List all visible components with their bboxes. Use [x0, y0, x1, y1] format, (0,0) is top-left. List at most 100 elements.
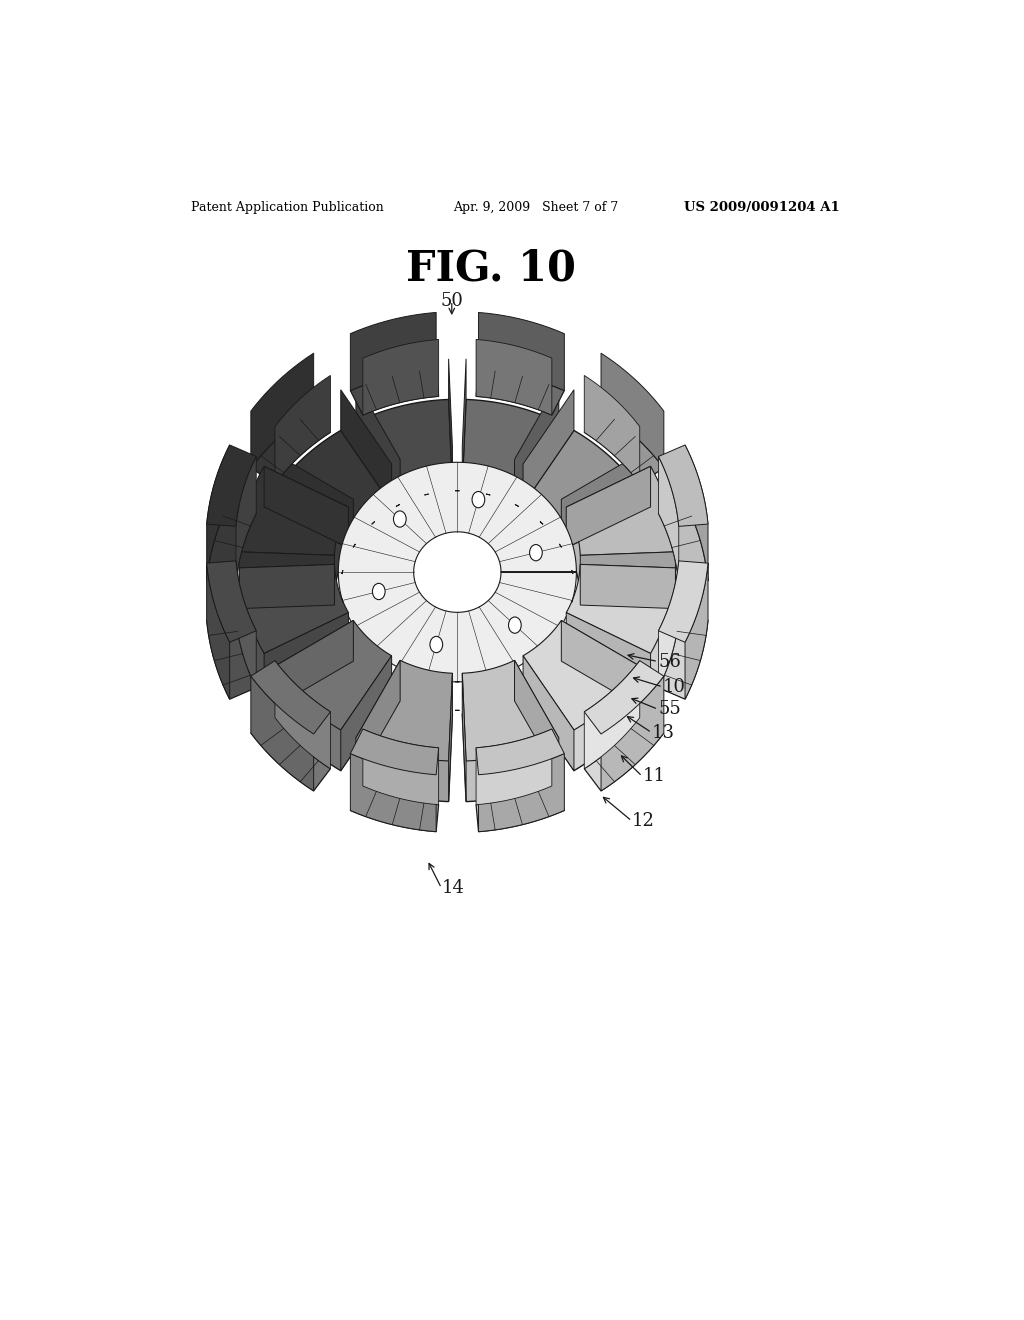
Polygon shape: [658, 457, 679, 583]
Polygon shape: [476, 785, 564, 832]
Text: Apr. 9, 2009   Sheet 7 of 7: Apr. 9, 2009 Sheet 7 of 7: [454, 201, 618, 214]
Polygon shape: [658, 502, 708, 583]
Polygon shape: [240, 552, 335, 597]
Polygon shape: [658, 561, 679, 688]
Polygon shape: [571, 570, 572, 574]
Polygon shape: [207, 445, 229, 581]
Polygon shape: [396, 667, 399, 668]
Text: 55: 55: [658, 701, 681, 718]
Polygon shape: [342, 598, 343, 602]
Polygon shape: [515, 694, 519, 697]
Text: 13: 13: [652, 723, 675, 742]
Circle shape: [472, 491, 484, 508]
Polygon shape: [350, 313, 436, 391]
Polygon shape: [523, 656, 573, 771]
Polygon shape: [353, 653, 355, 657]
Polygon shape: [342, 627, 343, 631]
Polygon shape: [462, 673, 466, 801]
Polygon shape: [514, 381, 559, 500]
Polygon shape: [476, 339, 552, 414]
Polygon shape: [350, 754, 436, 832]
Polygon shape: [585, 375, 640, 483]
Polygon shape: [571, 627, 572, 631]
Polygon shape: [362, 339, 438, 414]
Polygon shape: [350, 370, 438, 414]
Polygon shape: [353, 544, 355, 548]
Polygon shape: [449, 359, 453, 487]
Polygon shape: [658, 561, 708, 643]
Polygon shape: [585, 411, 664, 483]
Polygon shape: [207, 564, 229, 700]
Circle shape: [529, 545, 543, 561]
Polygon shape: [350, 729, 438, 775]
Polygon shape: [207, 502, 256, 583]
Text: 56: 56: [658, 652, 681, 671]
Polygon shape: [559, 626, 561, 628]
Polygon shape: [396, 504, 399, 507]
Polygon shape: [581, 565, 676, 609]
Text: Patent Application Publication: Patent Application Publication: [191, 201, 384, 214]
Polygon shape: [275, 660, 331, 768]
Polygon shape: [462, 359, 466, 487]
Polygon shape: [523, 430, 642, 540]
Polygon shape: [251, 718, 331, 791]
Polygon shape: [658, 445, 708, 527]
Polygon shape: [523, 620, 642, 730]
Polygon shape: [559, 653, 561, 657]
Polygon shape: [566, 605, 676, 694]
Polygon shape: [272, 661, 391, 771]
Polygon shape: [540, 677, 543, 680]
Polygon shape: [240, 565, 335, 609]
Polygon shape: [372, 648, 375, 651]
Text: 14: 14: [441, 879, 464, 898]
Polygon shape: [462, 701, 559, 801]
Polygon shape: [264, 466, 348, 548]
Polygon shape: [356, 400, 453, 500]
Polygon shape: [362, 729, 438, 805]
Polygon shape: [585, 660, 640, 768]
Polygon shape: [240, 466, 348, 556]
Polygon shape: [251, 676, 313, 791]
Polygon shape: [272, 620, 353, 708]
Polygon shape: [514, 660, 559, 779]
Polygon shape: [341, 389, 391, 504]
Polygon shape: [685, 445, 708, 581]
Text: 11: 11: [642, 767, 666, 785]
Polygon shape: [372, 521, 375, 524]
Polygon shape: [540, 521, 543, 524]
Polygon shape: [356, 701, 453, 801]
Polygon shape: [372, 677, 375, 680]
Polygon shape: [240, 565, 348, 653]
Polygon shape: [353, 626, 355, 628]
Polygon shape: [601, 354, 664, 469]
Polygon shape: [515, 667, 519, 668]
Polygon shape: [476, 729, 564, 775]
Text: US 2009/0091204 A1: US 2009/0091204 A1: [684, 201, 840, 214]
Polygon shape: [251, 354, 313, 469]
Polygon shape: [341, 656, 391, 771]
Polygon shape: [601, 676, 664, 791]
Polygon shape: [272, 453, 353, 540]
Polygon shape: [272, 430, 391, 540]
Polygon shape: [540, 648, 543, 651]
Polygon shape: [342, 570, 343, 574]
Polygon shape: [449, 673, 453, 801]
Circle shape: [373, 583, 385, 599]
Polygon shape: [356, 381, 400, 500]
Polygon shape: [581, 552, 676, 597]
Polygon shape: [566, 565, 676, 653]
Polygon shape: [462, 660, 559, 760]
Polygon shape: [478, 313, 564, 391]
Polygon shape: [462, 400, 559, 500]
Polygon shape: [356, 660, 453, 760]
Polygon shape: [356, 660, 400, 779]
Polygon shape: [585, 718, 664, 791]
Polygon shape: [236, 561, 256, 688]
Polygon shape: [207, 561, 256, 643]
Polygon shape: [476, 729, 552, 805]
Polygon shape: [272, 620, 391, 730]
Text: 10: 10: [663, 678, 686, 696]
Polygon shape: [559, 544, 561, 548]
Polygon shape: [251, 660, 331, 734]
Polygon shape: [350, 785, 438, 832]
